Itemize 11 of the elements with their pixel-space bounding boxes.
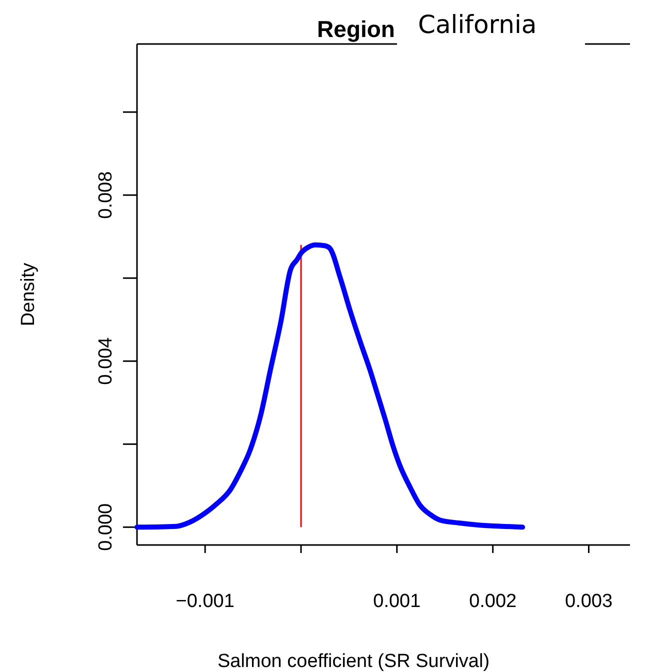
y-axis-title: Density [18,262,39,326]
x-tick-label: −0.001 [176,591,234,612]
x-tick-label: 0.001 [373,591,421,612]
y-tick-label: 0.004 [96,336,117,385]
y-tick-label: 0.000 [96,503,117,551]
chart-subtitle: California [418,10,537,39]
x-axis-title: Salmon coefficient (SR Survival) [217,651,490,672]
y-tick-label: 0.008 [96,171,117,219]
chart-title: Region [317,16,395,42]
x-tick-label: 0.003 [564,591,613,612]
x-tick-label: 0.002 [469,591,517,612]
